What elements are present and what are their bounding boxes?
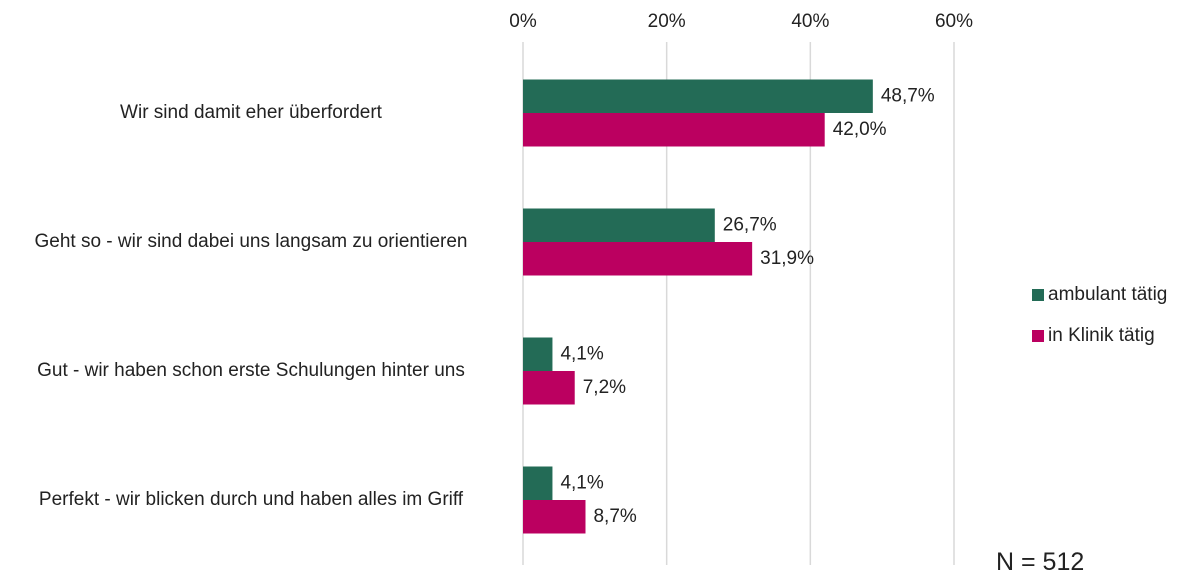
bar [523, 466, 553, 500]
category-label: Perfekt - wir blicken durch und haben al… [38, 489, 464, 510]
value-label: 4,1% [560, 343, 603, 364]
bar [523, 113, 825, 147]
bar [523, 371, 575, 405]
legend-label: in Klinik tätig [1048, 325, 1155, 346]
value-label: 26,7% [723, 214, 777, 235]
sample-size-note: N = 512 [996, 548, 1085, 576]
bar [523, 242, 753, 276]
category-label: Geht so - wir sind dabei uns langsam zu … [34, 231, 468, 252]
value-label: 42,0% [833, 119, 887, 140]
value-label: 7,2% [583, 377, 626, 398]
value-label: 8,7% [593, 506, 636, 527]
x-tick-label: 60% [935, 11, 973, 32]
bar [523, 500, 586, 534]
x-tick-label: 20% [648, 11, 686, 32]
legend-swatch [1032, 289, 1044, 301]
bar [523, 208, 715, 242]
category-label: Gut - wir haben schon erste Schulungen h… [37, 360, 465, 381]
x-tick-label: 40% [791, 11, 829, 32]
legend-label: ambulant tätig [1048, 284, 1167, 305]
value-label: 48,7% [881, 85, 935, 106]
x-tick-label: 0% [509, 11, 537, 32]
page: {"chart_data": {"type": "barh", "categor… [34, 11, 1168, 576]
value-label: 4,1% [560, 472, 603, 493]
value-label: 31,9% [760, 248, 814, 269]
legend-swatch [1032, 330, 1044, 342]
bar [523, 337, 553, 371]
bar [523, 79, 873, 113]
category-label: Wir sind damit eher überfordert [120, 102, 382, 123]
chart: 0% 20% 40% 60% 48,7% 42,0% 26,7% 31,9% 4,1% 7,2% 4… [509, 11, 1167, 565]
